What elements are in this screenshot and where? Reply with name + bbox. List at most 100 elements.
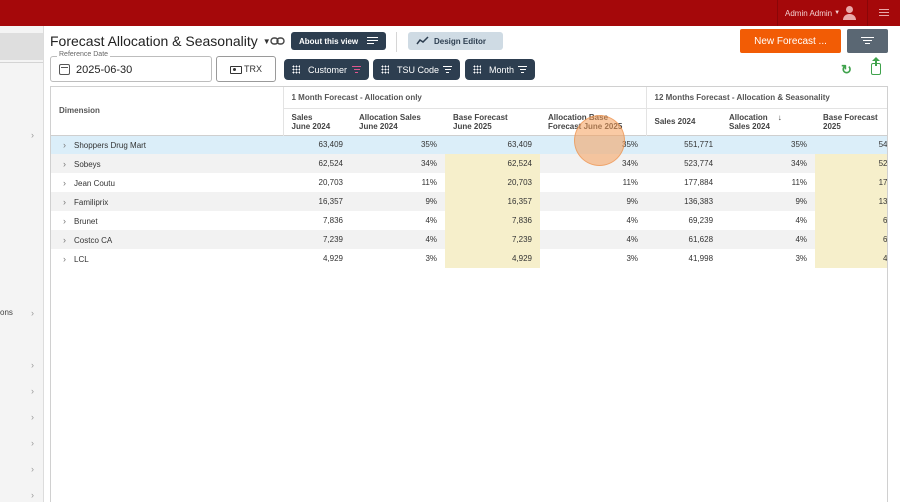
table-row[interactable]: › Sobeys 62,524 34% 62,524 34% 523,774 34… xyxy=(51,154,887,173)
pill-label: Month xyxy=(489,64,515,75)
chevron-right-icon[interactable]: › xyxy=(63,177,66,188)
column-header[interactable]: Allocation Sales June 2024 xyxy=(359,112,421,131)
chevron-right-icon[interactable]: › xyxy=(31,386,34,396)
column-header[interactable]: Sales June 2024 xyxy=(291,112,331,131)
cell: 3% xyxy=(626,254,639,263)
sidebar-item-active[interactable] xyxy=(0,33,43,60)
pill-label: Customer xyxy=(308,64,348,75)
cell[interactable]: 7,836 xyxy=(445,211,540,230)
link-icon[interactable] xyxy=(270,36,285,46)
cell[interactable]: 525,38 xyxy=(815,154,887,173)
hamburger-menu-icon[interactable] xyxy=(867,0,900,26)
cell[interactable]: 20,703 xyxy=(445,173,540,192)
cell[interactable]: 16,357 xyxy=(445,192,540,211)
trx-label: TRX xyxy=(244,64,262,74)
chevron-right-icon[interactable]: › xyxy=(31,360,34,370)
column-header[interactable]: Base Forecast June 2025 xyxy=(453,112,508,131)
chevron-right-icon[interactable]: › xyxy=(63,139,66,150)
cell: 35% xyxy=(721,135,816,154)
column-header[interactable]: Sales 2024 xyxy=(645,108,722,135)
cell[interactable]: 4,929 xyxy=(445,249,540,268)
chevron-right-icon[interactable]: › xyxy=(63,234,66,245)
cell[interactable]: 63,409 xyxy=(445,135,540,154)
reference-date-value: 2025-06-30 xyxy=(76,64,133,76)
cell[interactable]: 546,78 xyxy=(815,135,887,154)
cell: 177,884 xyxy=(684,178,714,187)
cell: 4,929 xyxy=(322,254,343,263)
cell[interactable]: 176,76 xyxy=(815,173,887,192)
cell: 35% xyxy=(351,135,445,154)
column-header-dimension[interactable]: Dimension xyxy=(51,87,284,135)
cell[interactable]: 61,87 xyxy=(815,230,887,249)
table-row[interactable]: › Costco CA 7,239 4% 7,239 4% 61,628 4% 6… xyxy=(51,230,887,249)
reference-date-field[interactable]: Reference Date 2025-06-30 xyxy=(50,51,212,82)
row-dimension[interactable]: › Brunet xyxy=(63,215,98,226)
user-menu[interactable]: Admin Admin ▼ xyxy=(777,0,867,26)
group-header-12-months: 12 Months Forecast - Allocation & Season… xyxy=(645,87,887,108)
chevron-right-icon[interactable]: › xyxy=(63,215,66,226)
sort-arrow-icon[interactable]: ↓ xyxy=(777,112,782,122)
table-row[interactable]: › Shoppers Drug Mart 63,409 35% 63,409 35… xyxy=(51,135,887,154)
table-row[interactable]: ›Brunet 7,836 4% 7,836 4% 69,239 4% 68,4… xyxy=(51,211,887,230)
about-view-button[interactable]: About this view xyxy=(291,32,386,50)
month-dimension-pill[interactable]: Month xyxy=(465,59,535,80)
row-dimension[interactable]: › Sobeys xyxy=(51,154,283,173)
export-icon[interactable] xyxy=(871,57,881,75)
cell: 9% xyxy=(540,192,647,211)
calendar-icon[interactable] xyxy=(59,64,70,75)
row-dimension[interactable]: › Jean Coutu xyxy=(63,177,115,188)
top-bar: Admin Admin ▼ xyxy=(0,0,900,26)
drag-handle-icon[interactable] xyxy=(292,65,300,74)
sidebar-item-label[interactable]: ons xyxy=(0,308,13,317)
column-header-row: Sales June 2024 Allocation Sales June 2024… xyxy=(51,108,887,135)
refresh-icon[interactable]: ↻ xyxy=(841,62,852,77)
cell[interactable]: 68,40 xyxy=(815,211,887,230)
cell: 11% xyxy=(791,178,808,187)
row-dimension[interactable]: › Shoppers Drug Mart xyxy=(51,135,283,154)
reference-date-label: Reference Date xyxy=(57,51,111,58)
new-forecast-button[interactable]: New Forecast ... xyxy=(740,29,841,53)
cell: 523,774 xyxy=(646,154,722,173)
table-row[interactable]: › Familiprix 16,357 9% 16,357 9% 136,383 … xyxy=(51,192,887,211)
filter-icon[interactable] xyxy=(518,66,527,75)
customer-dimension-pill[interactable]: Customer xyxy=(284,59,369,80)
drag-handle-icon[interactable] xyxy=(473,65,481,74)
cell[interactable]: 62,524 xyxy=(445,154,540,173)
chevron-right-icon[interactable]: › xyxy=(31,464,34,474)
row-dimension[interactable]: › Familiprix xyxy=(51,192,283,211)
cell: 62,524 xyxy=(283,154,351,173)
tsu-code-dimension-pill[interactable]: TSU Code xyxy=(373,59,460,80)
cell[interactable]: 136,45 xyxy=(815,192,887,211)
cell: 63,409 xyxy=(283,135,351,154)
chevron-right-icon[interactable]: › xyxy=(31,438,34,448)
trx-button[interactable]: TRX xyxy=(216,56,276,82)
table-row[interactable]: ›LCL 4,929 3% 4,929 3% 41,998 3% 41,95 xyxy=(51,249,887,268)
row-dimension[interactable]: › LCL xyxy=(63,253,89,264)
drag-handle-icon[interactable] xyxy=(381,65,389,74)
cell: 7,836 xyxy=(322,216,343,225)
cell[interactable]: 41,95 xyxy=(815,249,887,268)
chevron-right-icon[interactable]: › xyxy=(63,158,66,169)
avatar[interactable] xyxy=(843,6,856,20)
toolbar-divider xyxy=(396,32,397,52)
cell[interactable]: 7,239 xyxy=(445,230,540,249)
filter-active-icon[interactable] xyxy=(352,66,361,75)
cell: 34% xyxy=(721,154,816,173)
design-editor-button[interactable]: Design Editor xyxy=(408,32,503,50)
chevron-right-icon[interactable]: › xyxy=(31,308,34,318)
column-header[interactable]: Allocation ↓ Sales 2024 xyxy=(729,112,782,131)
cell: 4% xyxy=(351,230,445,249)
column-header[interactable]: Base Forecast 2025 xyxy=(823,112,878,131)
table-row[interactable]: › Jean Coutu 20,703 11% 20,703 11% 177,88… xyxy=(51,173,887,192)
chevron-right-icon[interactable]: › xyxy=(31,412,34,422)
filter-icon[interactable] xyxy=(443,66,452,75)
chevron-right-icon[interactable]: › xyxy=(63,253,66,264)
caret-down-icon[interactable]: ▼ xyxy=(262,36,271,46)
chevron-right-icon[interactable]: › xyxy=(31,130,34,140)
page-title[interactable]: Forecast Allocation & Seasonality ▼ xyxy=(50,33,271,49)
chevron-right-icon[interactable]: › xyxy=(31,490,34,500)
filter-icon[interactable] xyxy=(847,29,888,53)
chevron-right-icon[interactable]: › xyxy=(63,196,66,207)
cell: 11% xyxy=(421,178,437,187)
row-dimension[interactable]: › Costco CA xyxy=(51,230,283,249)
